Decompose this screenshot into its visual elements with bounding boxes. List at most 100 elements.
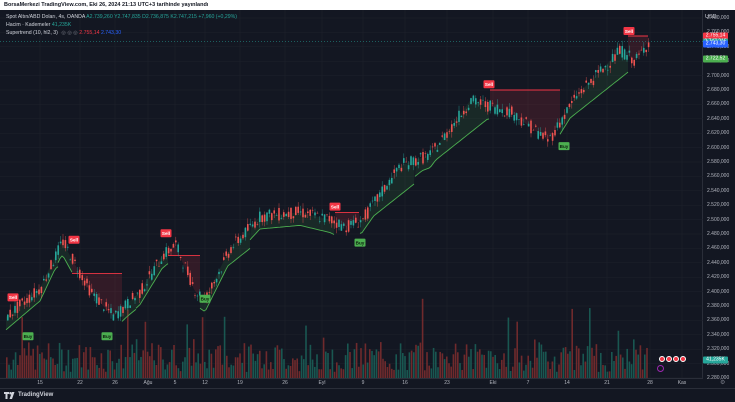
event-markers[interactable] [659, 349, 687, 362]
volume-bar [265, 351, 268, 378]
time-tick-label: 15 [37, 380, 43, 386]
candle-body [602, 68, 604, 73]
candle-body [79, 269, 81, 279]
volume-bar [182, 361, 184, 378]
candle-body [539, 132, 542, 136]
scroll-to-realtime-icon[interactable] [657, 365, 664, 372]
candle-body [499, 109, 501, 113]
chart-pane[interactable] [0, 10, 703, 378]
volume-bar [597, 371, 600, 378]
buy-signal-label: Buy [101, 332, 113, 341]
candle-body [309, 209, 311, 216]
symbol-legend-row[interactable]: Spot Altın/ABD Doları, 4s, OANDA A2.739,… [6, 13, 237, 21]
time-axis[interactable]: 15 22 26 Ağu 5 12 19 26 Eyl 9 16 23 Eki 7 14 21 28 Kas [0, 378, 703, 389]
volume-legend-row[interactable]: Hacim · Kademeler 41,235K [6, 21, 237, 29]
time-tick-label: Ağu [143, 380, 153, 386]
supertrend-label[interactable]: Supertrend (10, hl2, 3) [6, 30, 58, 36]
volume-bar [175, 365, 177, 378]
volume-bar [617, 330, 620, 378]
candle-body [494, 107, 496, 114]
volume-bar [164, 369, 166, 378]
volume-bar [61, 349, 63, 378]
volume-bar [254, 360, 257, 378]
volume-bar [604, 365, 606, 378]
volume-bar [428, 365, 430, 378]
sell-signal-label: Sell [160, 229, 172, 238]
supertrend-legend-row[interactable]: Supertrend (10, hl2, 3) ◎ ◎ ◎ 2.755,14 2… [6, 29, 237, 37]
volume-bar [529, 360, 532, 378]
candle-body [412, 157, 415, 165]
candle-body [405, 161, 407, 163]
volume-bar [131, 344, 133, 378]
volume-bar [454, 343, 457, 378]
volume-bar [481, 354, 483, 378]
sell-signal-label: Sell [7, 293, 19, 302]
volume-label[interactable]: Hacim · Kademeler [6, 22, 51, 28]
volume-bar [127, 309, 129, 378]
candle-body [518, 119, 520, 120]
candle-body [340, 224, 343, 231]
candle-body [537, 131, 539, 139]
volume-bar [65, 365, 67, 378]
settings-icon[interactable]: ⚙ [720, 380, 726, 386]
candle-body [407, 165, 410, 170]
volume-bar [496, 363, 499, 378]
volume-bar [399, 343, 402, 378]
volume-bar [459, 363, 461, 378]
volume-bar [635, 349, 637, 378]
candle-body [441, 135, 443, 137]
candle-body [35, 291, 38, 293]
candle-body [628, 50, 631, 53]
volume-bar [212, 367, 215, 378]
supertrend-up-line [21, 266, 59, 317]
candle-body [273, 210, 275, 214]
price-axis[interactable]: USD 2.780,0002.760,0002.740,0002.720,000… [703, 10, 735, 381]
candle-body [271, 213, 273, 221]
supertrend-fill [560, 50, 628, 135]
volume-bar [564, 347, 567, 378]
candle-body [254, 221, 256, 228]
event-flag-icon[interactable] [673, 356, 679, 362]
svg-text:Buy: Buy [560, 144, 569, 149]
candle-body [434, 143, 436, 147]
volume-bar [261, 368, 263, 378]
candle-body [580, 89, 583, 94]
volume-bar [375, 349, 378, 378]
supertrend-fill [200, 226, 250, 311]
volume-bar [509, 370, 512, 378]
supertrend-settings-icon[interactable]: ◎ ◎ ◎ [61, 30, 78, 36]
candle-body [578, 92, 580, 94]
time-tick-label: 5 [173, 380, 177, 386]
currency-label[interactable]: USD [705, 14, 717, 20]
sell-signal-label: Sell [68, 235, 80, 244]
event-flag-icon[interactable] [680, 356, 686, 362]
event-flag-icon[interactable] [666, 356, 672, 362]
volume-bar [43, 358, 45, 378]
event-flag-icon[interactable] [659, 356, 665, 362]
candle-body [355, 217, 357, 223]
candle-body [33, 288, 35, 298]
volume-bar [241, 362, 243, 378]
candle-body [158, 265, 160, 267]
volume-bar [111, 361, 114, 378]
volume-bar [204, 361, 206, 378]
svg-text:Sell: Sell [485, 82, 493, 87]
volume-bar [58, 342, 61, 378]
volume-bar [589, 308, 591, 378]
candle-body [119, 306, 122, 317]
volume-bar [91, 357, 94, 378]
volume-bar [283, 359, 285, 378]
price-chart[interactable]: Sell Buy Sell Buy Sell Buy Sell Buy Sell Buy Sell [0, 10, 703, 378]
candle-body [479, 99, 482, 105]
volume-bar [441, 353, 444, 378]
volume-bar [142, 350, 144, 378]
volume-bar [518, 362, 521, 378]
volume-bar [580, 365, 582, 378]
symbol-title[interactable]: Spot Altın/ABD Doları, 4s, OANDA [6, 14, 85, 20]
volume-bar [52, 358, 54, 378]
candle-body [319, 221, 321, 222]
candle-body [415, 158, 417, 166]
volume-bar [591, 347, 593, 378]
volume-bar [63, 371, 65, 378]
candle-body [263, 214, 266, 222]
